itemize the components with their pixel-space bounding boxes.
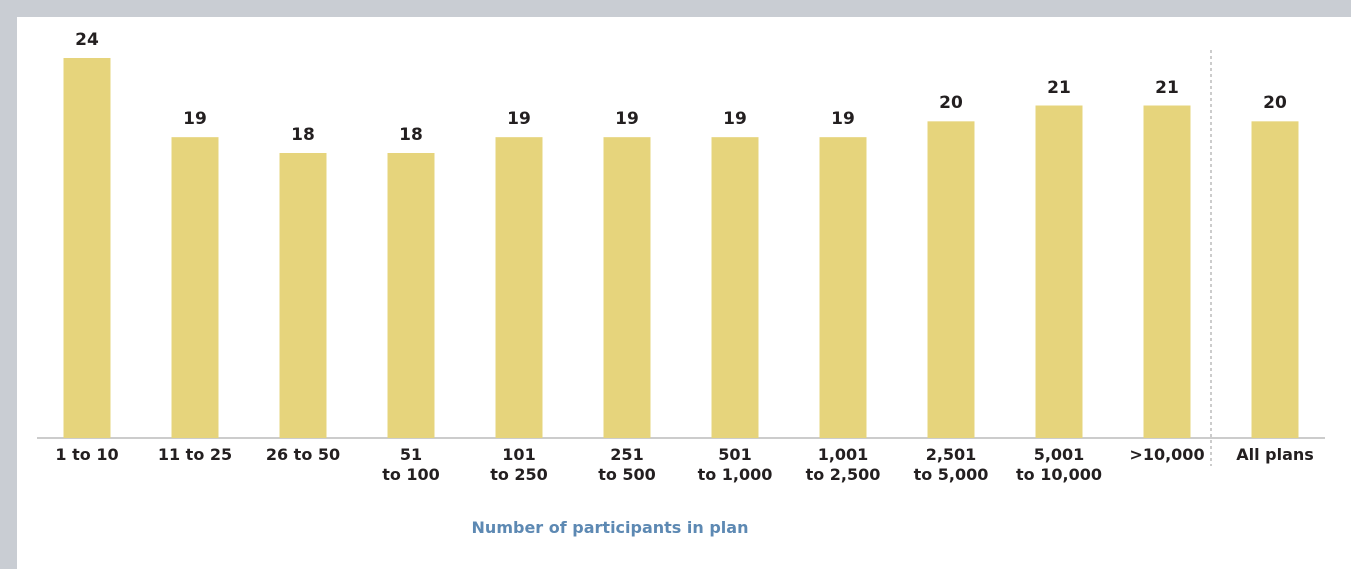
value-label: 18 <box>399 125 423 145</box>
value-label: 19 <box>831 109 855 130</box>
bar <box>603 137 651 438</box>
x-tick-label: 5,001 to 10,000 <box>1016 445 1102 484</box>
x-tick-label: 1 to 10 <box>55 445 119 464</box>
value-label: 19 <box>615 109 639 130</box>
bar <box>171 137 219 438</box>
x-tick-label: All plans <box>1236 445 1314 464</box>
bar <box>1143 105 1191 438</box>
x-tick-label: 2,501 to 5,000 <box>913 445 989 484</box>
x-tick-label: 26 to 50 <box>265 445 341 464</box>
bar <box>495 137 543 438</box>
value-label: 21 <box>1155 77 1179 98</box>
bar <box>63 58 111 438</box>
panel <box>17 17 1351 569</box>
bar <box>279 153 327 438</box>
x-tick-label: 1,001 to 2,500 <box>805 445 881 484</box>
value-label: 19 <box>507 109 531 130</box>
value-label: 21 <box>1047 77 1071 98</box>
value-label: 18 <box>291 125 315 145</box>
x-tick-label: 101 to 250 <box>490 445 548 484</box>
x-tick-label: 51 to 100 <box>382 445 440 484</box>
x-tick-label: 251 to 500 <box>598 445 656 484</box>
bar <box>1251 121 1299 438</box>
bar <box>711 137 759 438</box>
value-label: 20 <box>1263 93 1287 114</box>
value-label: 19 <box>723 109 747 130</box>
bar <box>387 153 435 438</box>
bar <box>1035 105 1083 438</box>
x-axis-title: Number of participants in plan <box>471 518 749 537</box>
x-tick-label: >10,000 <box>1129 445 1205 464</box>
value-label: 20 <box>939 93 963 114</box>
bar <box>927 121 975 438</box>
value-label: 19 <box>183 109 207 130</box>
x-tick-label: 501 to 1,000 <box>697 445 773 484</box>
value-label: 24 <box>75 30 99 50</box>
bar <box>819 137 867 438</box>
x-tick-label: 11 to 25 <box>157 445 233 464</box>
